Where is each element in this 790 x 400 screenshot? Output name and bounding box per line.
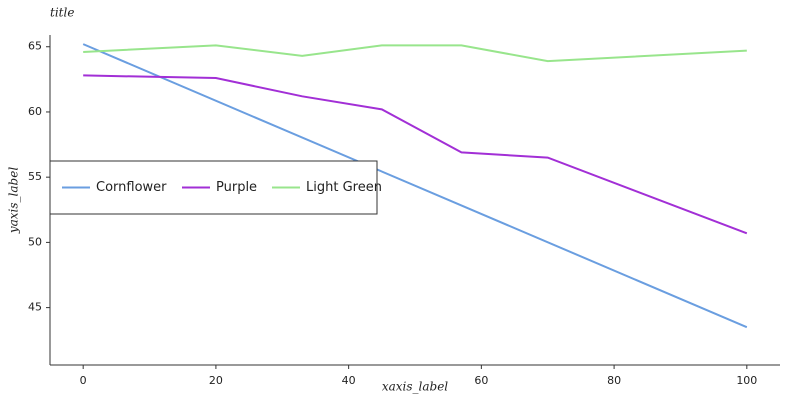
y-tick-label: 55: [28, 170, 42, 183]
legend-box: [49, 160, 378, 215]
y-axis-label: yaxis_label: [7, 167, 21, 234]
x-tick-label: 60: [474, 374, 488, 387]
x-tick-label: 80: [607, 374, 621, 387]
y-tick-label: 50: [28, 235, 42, 248]
line-1: [83, 74, 748, 235]
legend-label: Purple: [216, 180, 257, 195]
x-tick-label: 20: [209, 374, 223, 387]
chart-title: title: [50, 6, 74, 20]
x-tick-label: 0: [80, 374, 87, 387]
y-tick-label: 45: [28, 301, 42, 314]
line-2: [83, 44, 747, 63]
legend-label: Light Green: [306, 180, 382, 195]
line-0: [82, 43, 748, 329]
y-tick-label: 65: [28, 40, 42, 53]
x-tick-label: 100: [736, 374, 757, 387]
y-tick-label: 60: [28, 105, 42, 118]
x-axis-label: xaxis_label: [382, 380, 448, 394]
x-tick-label: 40: [342, 374, 356, 387]
legend-label: Cornflower: [96, 180, 167, 195]
